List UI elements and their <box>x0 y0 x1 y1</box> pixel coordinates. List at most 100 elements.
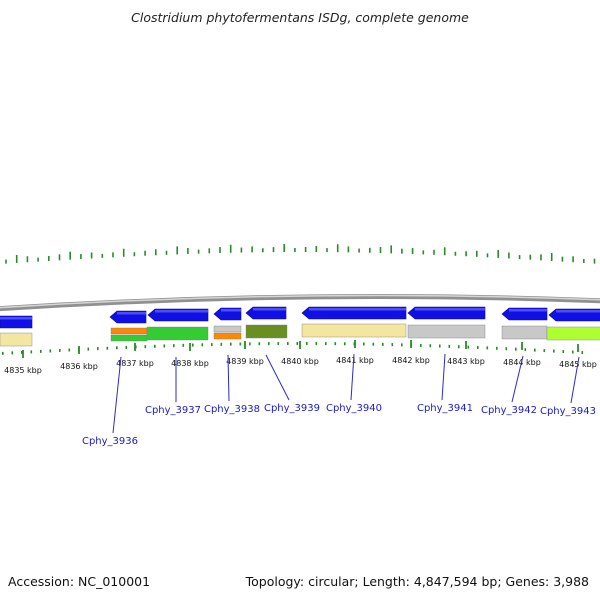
ruler-dot <box>68 348 71 352</box>
ruler-dot <box>11 351 14 355</box>
scale-tick-label: 4843 kbp <box>447 357 485 366</box>
ruler-dot <box>249 342 251 346</box>
gene-leader-line <box>441 353 446 401</box>
gene-arrow-highlight <box>117 312 146 315</box>
gene-label-text[interactable]: Cphy_3940 <box>326 403 382 414</box>
scale-tick-label: 4835 kbp <box>4 366 42 375</box>
ruler-dot <box>363 342 365 346</box>
ruler-dot <box>439 344 441 348</box>
ruler-dot <box>315 342 318 346</box>
ruler-dot <box>116 346 118 350</box>
genome-backbone-highlight <box>0 294 600 309</box>
gene-label-cphy_3936[interactable]: Cphy_3936 <box>82 356 138 447</box>
ruler-dot <box>572 350 574 354</box>
ruler-dot <box>334 342 337 346</box>
ruler-dot <box>562 350 565 354</box>
scale-ruler: 4835 kbp 4836 kbp 4837 kbp 4838 kbp 4839 kbp… <box>4 340 597 375</box>
scale-tick-label: 4836 kbp <box>60 362 98 371</box>
gc-content-track <box>5 244 596 264</box>
ruler-dot <box>173 344 175 348</box>
genome-summary-text: Topology: circular; Length: 4,847,594 bp… <box>245 574 589 589</box>
gene-arrow-highlight <box>556 310 600 313</box>
ruler-dot <box>87 347 90 351</box>
scale-tick-label: 4838 kbp <box>171 359 209 368</box>
gene-label-text[interactable]: Cphy_3941 <box>417 403 473 414</box>
ruler-dot <box>2 351 4 355</box>
genome-backbone <box>0 294 600 312</box>
cog-block <box>407 324 486 339</box>
cog-block <box>546 326 600 341</box>
gene-arrow-highlight <box>509 309 547 312</box>
cog-block <box>146 326 209 341</box>
ruler-dot <box>258 342 261 346</box>
gene-leader-line <box>511 355 524 403</box>
ruler-minor-ticks <box>2 342 584 355</box>
gene-leader-line <box>570 356 580 404</box>
ruler-dot <box>458 345 460 349</box>
gene-label-cphy_3937[interactable]: Cphy_3937 <box>145 357 201 416</box>
cog-category-track <box>0 323 600 347</box>
ruler-dot <box>467 345 470 349</box>
ruler-dot <box>420 343 422 347</box>
gene-arrow-highlight <box>155 310 208 313</box>
gene-label-cphy_3942[interactable]: Cphy_3942 <box>481 355 537 416</box>
gene-label-text[interactable]: Cphy_3938 <box>204 404 260 415</box>
cog-block <box>245 324 288 339</box>
ruler-dot <box>182 343 185 347</box>
gene-leader-line <box>350 353 355 401</box>
cog-block <box>110 327 148 335</box>
map-title: Clostridium phytofermentans ISDg, comple… <box>131 10 469 25</box>
ruler-dot <box>21 350 23 354</box>
gene-label-text[interactable]: Cphy_3937 <box>145 405 201 416</box>
scale-tick-label: 4840 kbp <box>281 357 319 366</box>
gene-feature-track <box>0 306 600 329</box>
cog-block <box>213 332 242 340</box>
ruler-dot <box>543 349 546 353</box>
gene-label-cphy_3939[interactable]: Cphy_3939 <box>264 354 320 414</box>
ruler-dot <box>505 347 508 351</box>
ruler-dot <box>524 348 527 352</box>
gene-label-cphy_3943[interactable]: Cphy_3943 <box>540 356 596 417</box>
gene-arrow-highlight <box>221 309 241 312</box>
gene-label-text[interactable]: Cphy_3943 <box>540 406 596 417</box>
ruler-dot <box>192 343 194 347</box>
scale-tick-label: 4842 kbp <box>392 356 430 365</box>
gene-arrow-highlight <box>415 308 485 311</box>
ruler-dot <box>429 344 432 348</box>
gene-leader-line <box>227 354 230 402</box>
cog-block <box>501 325 548 340</box>
gene-label-cphy_3941[interactable]: Cphy_3941 <box>417 353 473 414</box>
gene-label-text[interactable]: Cphy_3942 <box>481 405 537 416</box>
ruler-dot <box>97 347 99 351</box>
scale-tick-label: 4841 kbp <box>336 356 374 365</box>
gene-arrow-highlight <box>0 317 32 320</box>
ruler-dot <box>277 342 280 346</box>
scale-tick-label: 4844 kbp <box>503 358 541 367</box>
ruler-dot <box>372 342 375 346</box>
ruler-dot <box>230 342 232 346</box>
cog-block <box>213 325 242 333</box>
ruler-dot <box>553 349 555 353</box>
ruler-dot <box>163 344 166 348</box>
ruler-dot <box>325 342 327 346</box>
ruler-dot <box>201 343 204 347</box>
gene-label-cphy_3938[interactable]: Cphy_3938 <box>204 354 260 415</box>
gene-leader-line <box>265 354 290 401</box>
ruler-dot <box>391 343 394 347</box>
gene-label-text[interactable]: Cphy_3936 <box>82 436 138 447</box>
ruler-dot <box>220 342 223 346</box>
cog-block <box>0 332 33 347</box>
cog-block <box>110 334 148 342</box>
gene-label-cphy_3940[interactable]: Cphy_3940 <box>326 353 382 414</box>
ruler-dot <box>144 345 147 349</box>
ruler-dot <box>477 345 479 349</box>
scale-tick-label: 4839 kbp <box>226 357 264 366</box>
ruler-dot <box>49 349 52 353</box>
ruler-dot <box>344 342 346 346</box>
gene-leader-line <box>112 356 122 434</box>
gene-label-text[interactable]: Cphy_3939 <box>264 403 320 414</box>
ruler-dot <box>239 342 242 346</box>
gene-label-layer: Cphy_3936 Cphy_3937 Cphy_3938 Cphy_3939 Cphy… <box>82 353 596 447</box>
scale-tick-label: 4837 kbp <box>116 359 154 368</box>
